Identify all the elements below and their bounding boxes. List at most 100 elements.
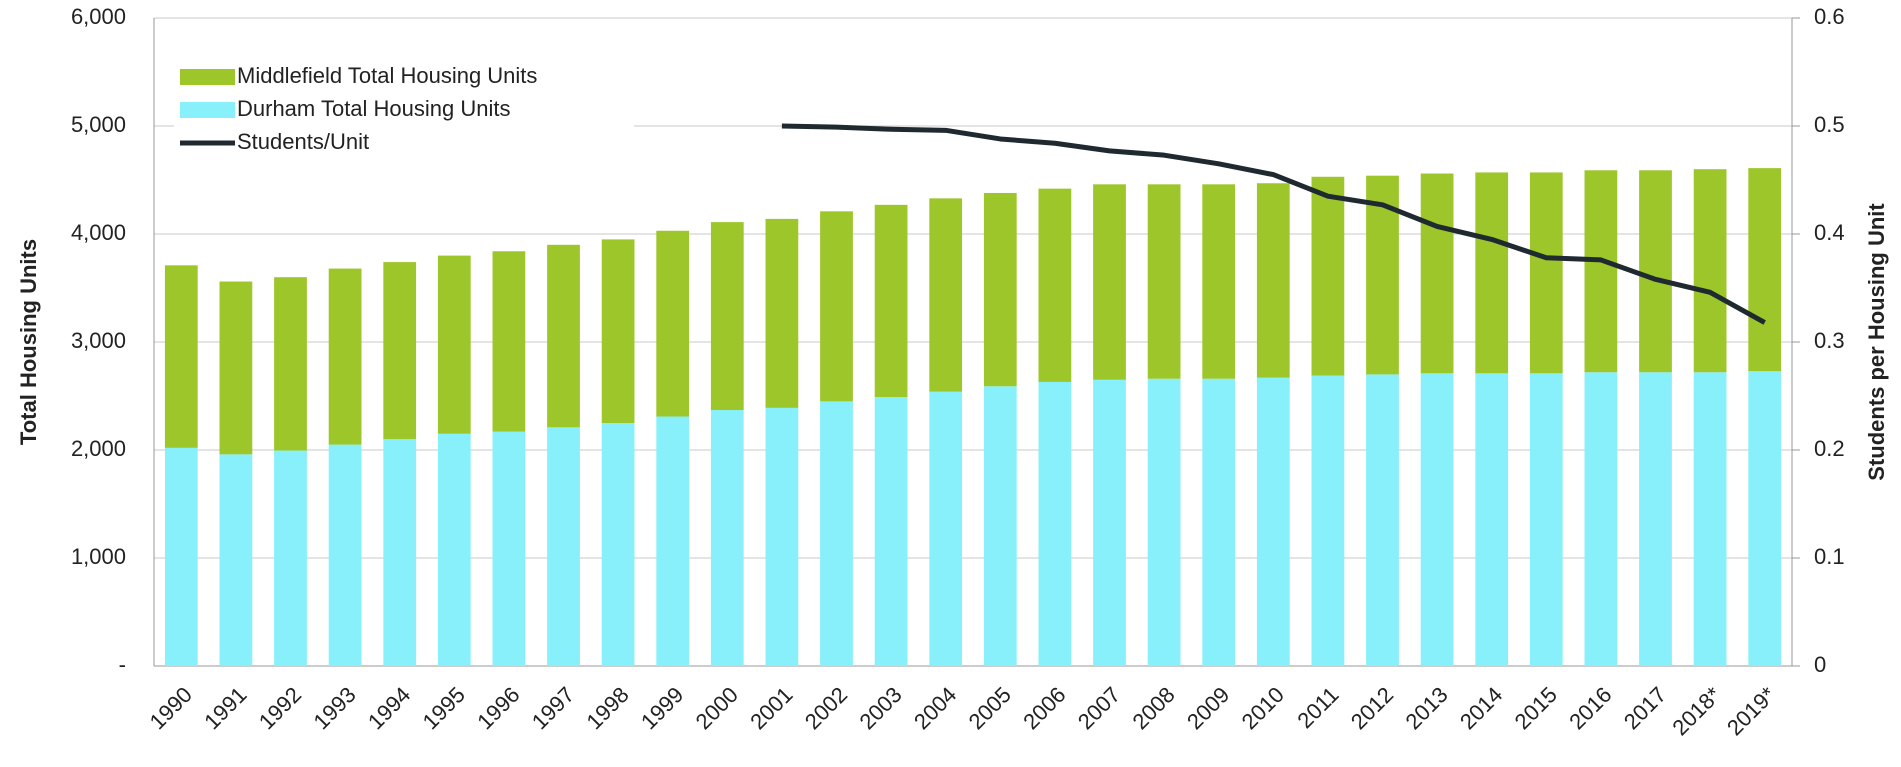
bar bbox=[492, 251, 526, 432]
bar bbox=[1693, 169, 1727, 373]
x-tick-label: 2007 bbox=[1073, 682, 1125, 734]
y-tick-label: 6,000 bbox=[71, 4, 126, 29]
bar bbox=[1529, 373, 1563, 666]
y-tick-label: 1,000 bbox=[71, 544, 126, 569]
y-axis-title: Total Housing Units bbox=[16, 239, 41, 445]
x-tick-label: 2018* bbox=[1667, 682, 1726, 741]
x-tick-label: 1992 bbox=[254, 682, 306, 734]
line bbox=[781, 123, 1766, 325]
x-tick-label: 1991 bbox=[199, 682, 251, 734]
bar bbox=[1584, 372, 1618, 666]
bar bbox=[1256, 377, 1290, 666]
x-tick-label: 1997 bbox=[527, 682, 579, 734]
x-tick-label: 2003 bbox=[854, 682, 906, 734]
bar bbox=[765, 218, 799, 408]
y-tick-label: 5,000 bbox=[71, 112, 126, 137]
bar bbox=[164, 265, 198, 448]
bar bbox=[328, 444, 362, 666]
bar bbox=[328, 268, 362, 445]
x-tick-label: 2017 bbox=[1619, 682, 1671, 734]
bar bbox=[1529, 172, 1563, 374]
bar bbox=[820, 401, 853, 666]
x-tick-label: 1994 bbox=[363, 682, 415, 734]
bar bbox=[1639, 170, 1672, 373]
x-tick-label: 1999 bbox=[636, 682, 688, 734]
x-tick-label: 2008 bbox=[1127, 682, 1179, 734]
bar bbox=[383, 262, 417, 440]
bar bbox=[820, 211, 853, 402]
bar bbox=[874, 397, 908, 666]
bar bbox=[929, 391, 963, 666]
bar bbox=[1420, 173, 1454, 374]
bar bbox=[1748, 168, 1782, 372]
x-tick-label: 2000 bbox=[691, 682, 743, 734]
bar bbox=[656, 416, 690, 666]
bar bbox=[547, 244, 580, 428]
legend-box bbox=[174, 52, 634, 164]
bar bbox=[601, 239, 635, 423]
bar bbox=[765, 407, 799, 666]
x-tick-label: 1995 bbox=[418, 682, 470, 734]
bar bbox=[1147, 184, 1181, 379]
x-tick-label: 2006 bbox=[1018, 682, 1070, 734]
bar bbox=[219, 454, 253, 666]
bar bbox=[656, 230, 690, 417]
y2-tick-label: 0.5 bbox=[1814, 112, 1845, 137]
y2-tick-label: 0.6 bbox=[1814, 4, 1845, 29]
x-tick-label: 2013 bbox=[1400, 682, 1452, 734]
bar bbox=[983, 192, 1017, 387]
bar bbox=[874, 204, 908, 398]
bar bbox=[1093, 379, 1126, 666]
bar bbox=[1366, 374, 1399, 666]
bar bbox=[1311, 375, 1345, 666]
x-tick-label: 2002 bbox=[800, 682, 852, 734]
x-tick-label: 2004 bbox=[909, 682, 961, 734]
bar bbox=[710, 222, 744, 411]
bar bbox=[1202, 184, 1236, 379]
x-tick-label: 2011 bbox=[1292, 682, 1343, 733]
x-tick-label: 1998 bbox=[581, 682, 633, 734]
y-tick-label: 4,000 bbox=[71, 220, 126, 245]
y2-tick-label: 0.4 bbox=[1814, 220, 1845, 245]
bar bbox=[1202, 378, 1236, 666]
bar bbox=[1693, 372, 1727, 666]
bar bbox=[983, 386, 1017, 666]
y-tick-label: - bbox=[119, 652, 126, 677]
bar bbox=[601, 423, 635, 666]
bar bbox=[1256, 183, 1290, 378]
legend-label: Middlefield Total Housing Units bbox=[237, 63, 537, 88]
x-tick-label: 2016 bbox=[1564, 682, 1616, 734]
legend-swatch bbox=[180, 102, 235, 118]
bar bbox=[1475, 373, 1509, 666]
bar bbox=[1584, 170, 1618, 373]
x-tick-label: 1990 bbox=[145, 682, 197, 734]
x-tick-label: 2010 bbox=[1237, 682, 1289, 734]
y-tick-label: 2,000 bbox=[71, 436, 126, 461]
bar bbox=[492, 431, 526, 666]
bar bbox=[1147, 378, 1181, 666]
bar bbox=[1093, 184, 1126, 380]
y-tick-label: 3,000 bbox=[71, 328, 126, 353]
bar bbox=[274, 277, 307, 451]
legend-swatch bbox=[180, 69, 235, 85]
y2-tick-label: 0.1 bbox=[1814, 544, 1845, 569]
y2-tick-label: 0 bbox=[1814, 652, 1826, 677]
x-tick-label: 2014 bbox=[1455, 682, 1507, 734]
bar bbox=[1639, 372, 1672, 666]
x-tick-label: 2001 bbox=[745, 682, 797, 734]
bar bbox=[1038, 188, 1072, 382]
y2-tick-label: 0.3 bbox=[1814, 328, 1845, 353]
bar bbox=[710, 410, 744, 666]
y2-tick-label: 0.2 bbox=[1814, 436, 1845, 461]
bar bbox=[1475, 172, 1509, 374]
x-tick-label: 2009 bbox=[1182, 682, 1234, 734]
bar bbox=[437, 433, 471, 666]
bar bbox=[1311, 176, 1345, 376]
bar bbox=[1420, 373, 1454, 666]
bar bbox=[383, 439, 417, 666]
legend-label: Students/Unit bbox=[237, 129, 369, 154]
bar bbox=[929, 198, 963, 392]
bar bbox=[219, 281, 253, 455]
x-tick-label: 2015 bbox=[1510, 682, 1562, 734]
